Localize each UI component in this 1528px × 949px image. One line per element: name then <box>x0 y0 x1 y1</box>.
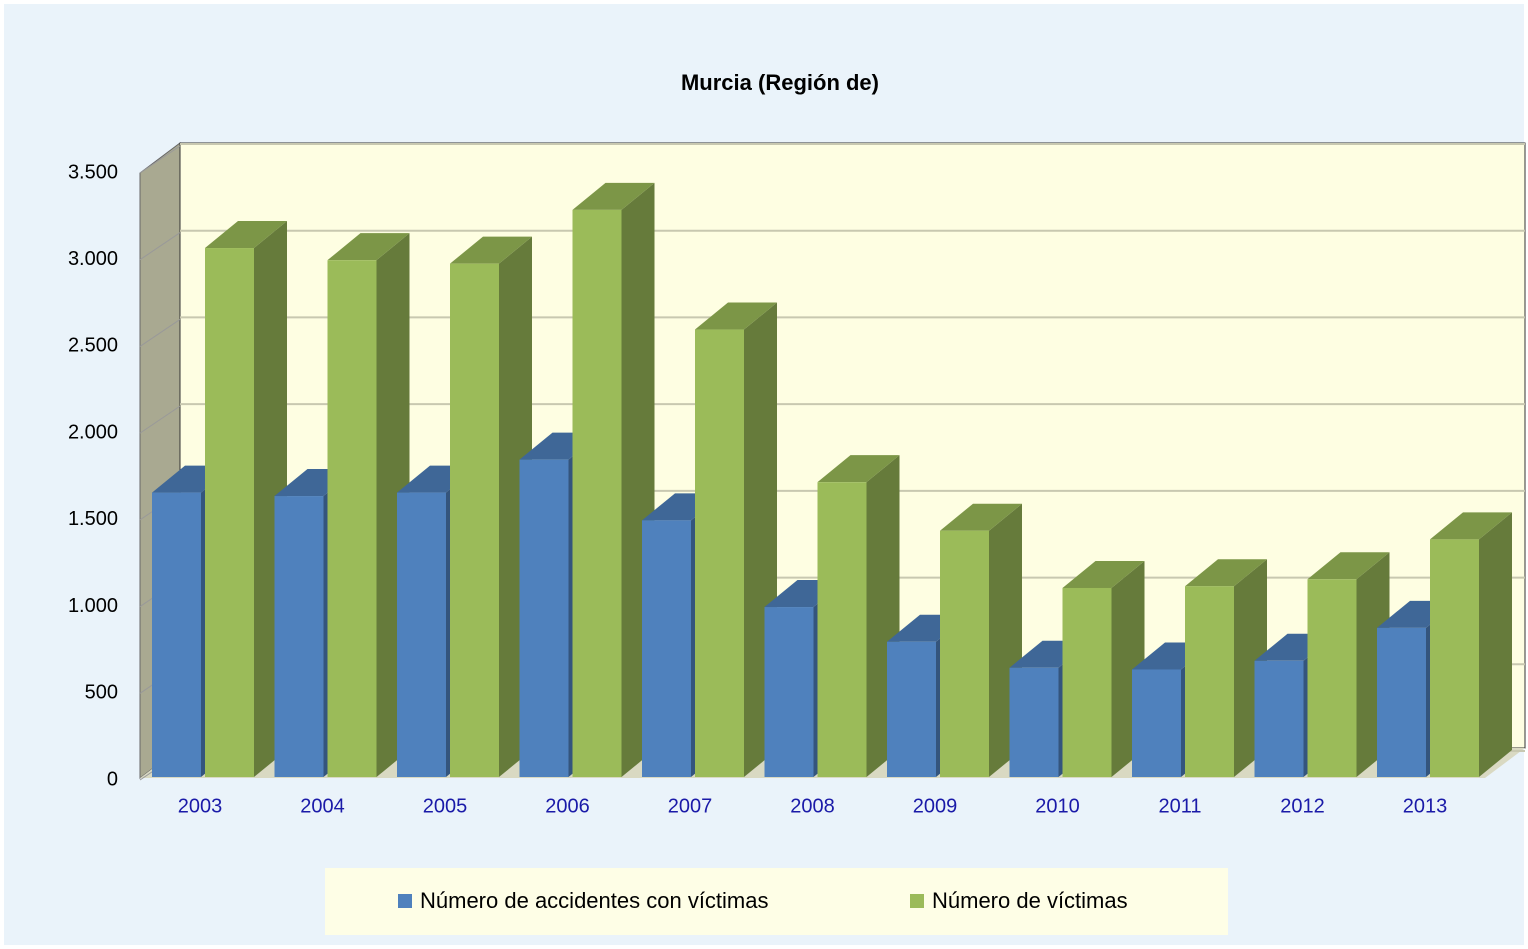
bar-front <box>695 329 744 777</box>
x-tick-label: 2007 <box>668 795 713 817</box>
legend-label: Número de víctimas <box>932 888 1128 913</box>
bar-front <box>1185 586 1234 777</box>
bar-top <box>940 503 1022 531</box>
y-tick-label: 3.500 <box>68 161 118 183</box>
bar-front <box>1430 539 1479 777</box>
x-tick-label: 2004 <box>300 795 345 817</box>
x-tick-label: 2009 <box>913 795 958 817</box>
legend-label: Número de accidentes con víctimas <box>420 888 769 913</box>
y-tick-label: 500 <box>85 682 118 704</box>
x-tick-label: 2012 <box>1280 795 1325 817</box>
tick-mark <box>139 405 181 434</box>
bar-top <box>695 302 777 330</box>
bar-front <box>152 492 201 777</box>
legend-swatch <box>398 894 412 908</box>
bar-top <box>817 455 900 483</box>
bar-side <box>1479 512 1512 777</box>
y-tick-label: 2.500 <box>68 335 118 357</box>
x-tick-label: 2005 <box>423 795 468 817</box>
bar-top <box>205 221 287 249</box>
tick-mark <box>139 319 181 347</box>
legend <box>325 868 1228 935</box>
bar-top <box>1430 512 1512 540</box>
bar-front <box>1307 579 1357 777</box>
bar-top <box>1185 559 1267 587</box>
bar-front <box>205 248 254 778</box>
bar-front <box>642 520 691 777</box>
y-tick-label: 1.500 <box>68 508 118 530</box>
x-tick-label: 2006 <box>545 795 590 817</box>
chart-title: Murcia (Región de) <box>681 70 879 95</box>
x-tick-label: 2013 <box>1403 795 1448 817</box>
bar-top <box>572 182 655 210</box>
tick-mark <box>139 232 181 261</box>
bar-front <box>764 607 814 777</box>
bar-front <box>1062 587 1112 777</box>
bar-front <box>450 263 499 777</box>
tick-mark <box>139 145 181 174</box>
legend-swatch <box>910 894 924 908</box>
bar <box>1430 512 1512 777</box>
bar <box>450 236 532 777</box>
bar-top <box>1307 552 1390 580</box>
bar-front <box>940 530 989 777</box>
y-tick-label: 1.000 <box>68 595 118 617</box>
bar-top <box>327 233 410 261</box>
bar-front <box>519 459 569 777</box>
bar-front <box>397 492 446 777</box>
bar-front <box>1009 667 1059 777</box>
x-tick-label: 2008 <box>790 795 835 817</box>
bar-front <box>817 482 867 777</box>
bar-front <box>1254 660 1304 777</box>
bar-front <box>274 496 324 777</box>
y-tick-label: 0 <box>107 768 118 790</box>
bar-front <box>572 209 622 778</box>
x-tick-label: 2011 <box>1158 795 1201 817</box>
bar <box>572 182 655 778</box>
bar <box>1307 552 1390 777</box>
x-tick-label: 2003 <box>178 795 223 817</box>
x-tick-label: 2010 <box>1035 795 1080 817</box>
bar-front <box>887 641 936 777</box>
bar-top <box>450 236 532 264</box>
bar-front <box>327 260 377 777</box>
y-tick-label: 2.000 <box>68 421 118 443</box>
bar-front <box>1132 669 1181 777</box>
bar-top <box>1062 560 1145 588</box>
y-tick-label: 3.000 <box>68 248 118 270</box>
bar-front <box>1377 627 1426 777</box>
